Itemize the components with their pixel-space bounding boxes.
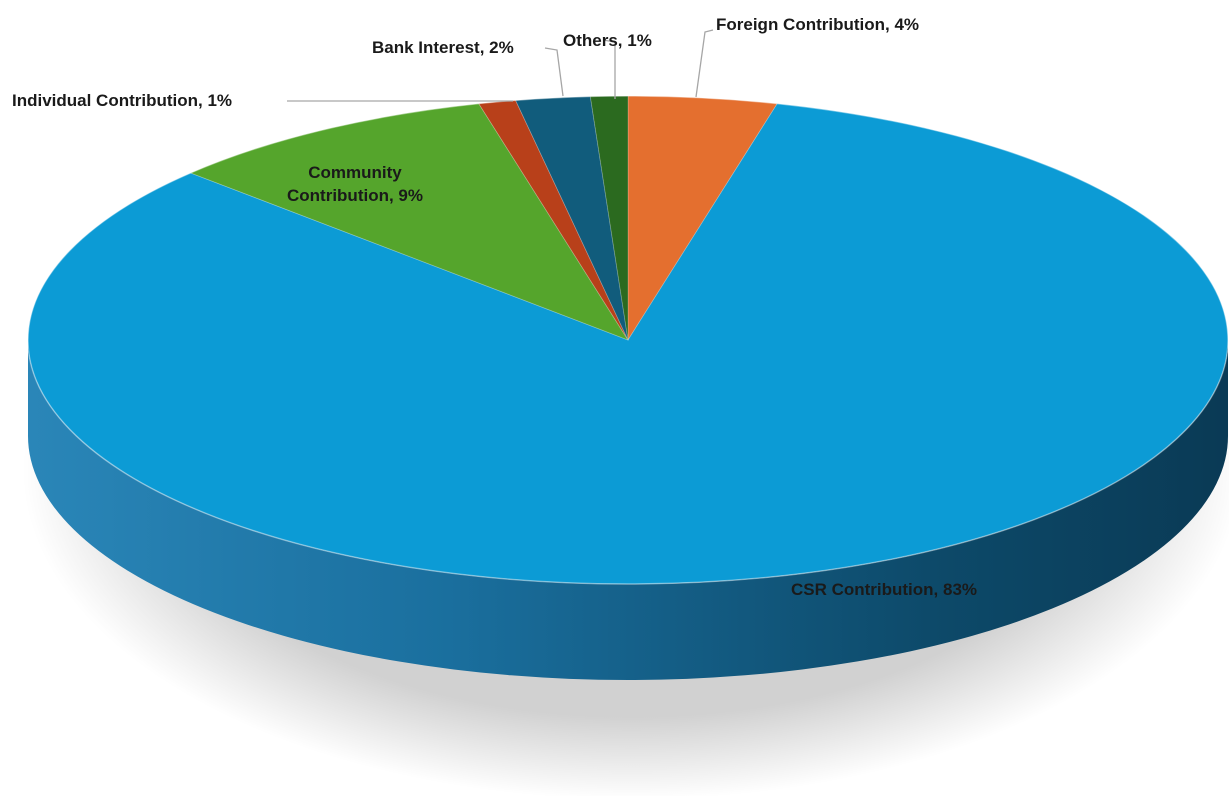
- slice-label-community-contribution-line-1: Community: [308, 163, 402, 182]
- pie-slice-community-contribution: [189, 103, 629, 341]
- slice-label-community-contribution-line-2: Contribution, 9%: [287, 186, 423, 205]
- leader-others: [602, 39, 616, 99]
- pie-top-rim-highlight: [27, 95, 1229, 585]
- slice-label-csr-contribution: CSR Contribution, 83%: [791, 580, 977, 599]
- pie-top-group: [27, 95, 1229, 585]
- slice-label-bank-interest: Bank Interest, 2%: [372, 38, 514, 57]
- pie-slice-csr-contribution: [27, 103, 1229, 585]
- pie-side-group: [28, 340, 1228, 680]
- slice-label-individual-contribution: Individual Contribution, 1%: [12, 91, 232, 110]
- pie-slice-bank-interest: [514, 96, 629, 341]
- slice-label-others: Others, 1%: [563, 31, 652, 50]
- pie-slice-others: [589, 95, 629, 341]
- pie-slice-individual-contribution: [478, 99, 629, 341]
- leader-foreign-contribution: [695, 29, 714, 98]
- slice-label-foreign-contribution: Foreign Contribution, 4%: [716, 15, 919, 34]
- pie-side-wall: [28, 340, 1228, 680]
- leader-bank-interest: [544, 47, 564, 97]
- pie-slice-foreign-contribution: [627, 95, 778, 342]
